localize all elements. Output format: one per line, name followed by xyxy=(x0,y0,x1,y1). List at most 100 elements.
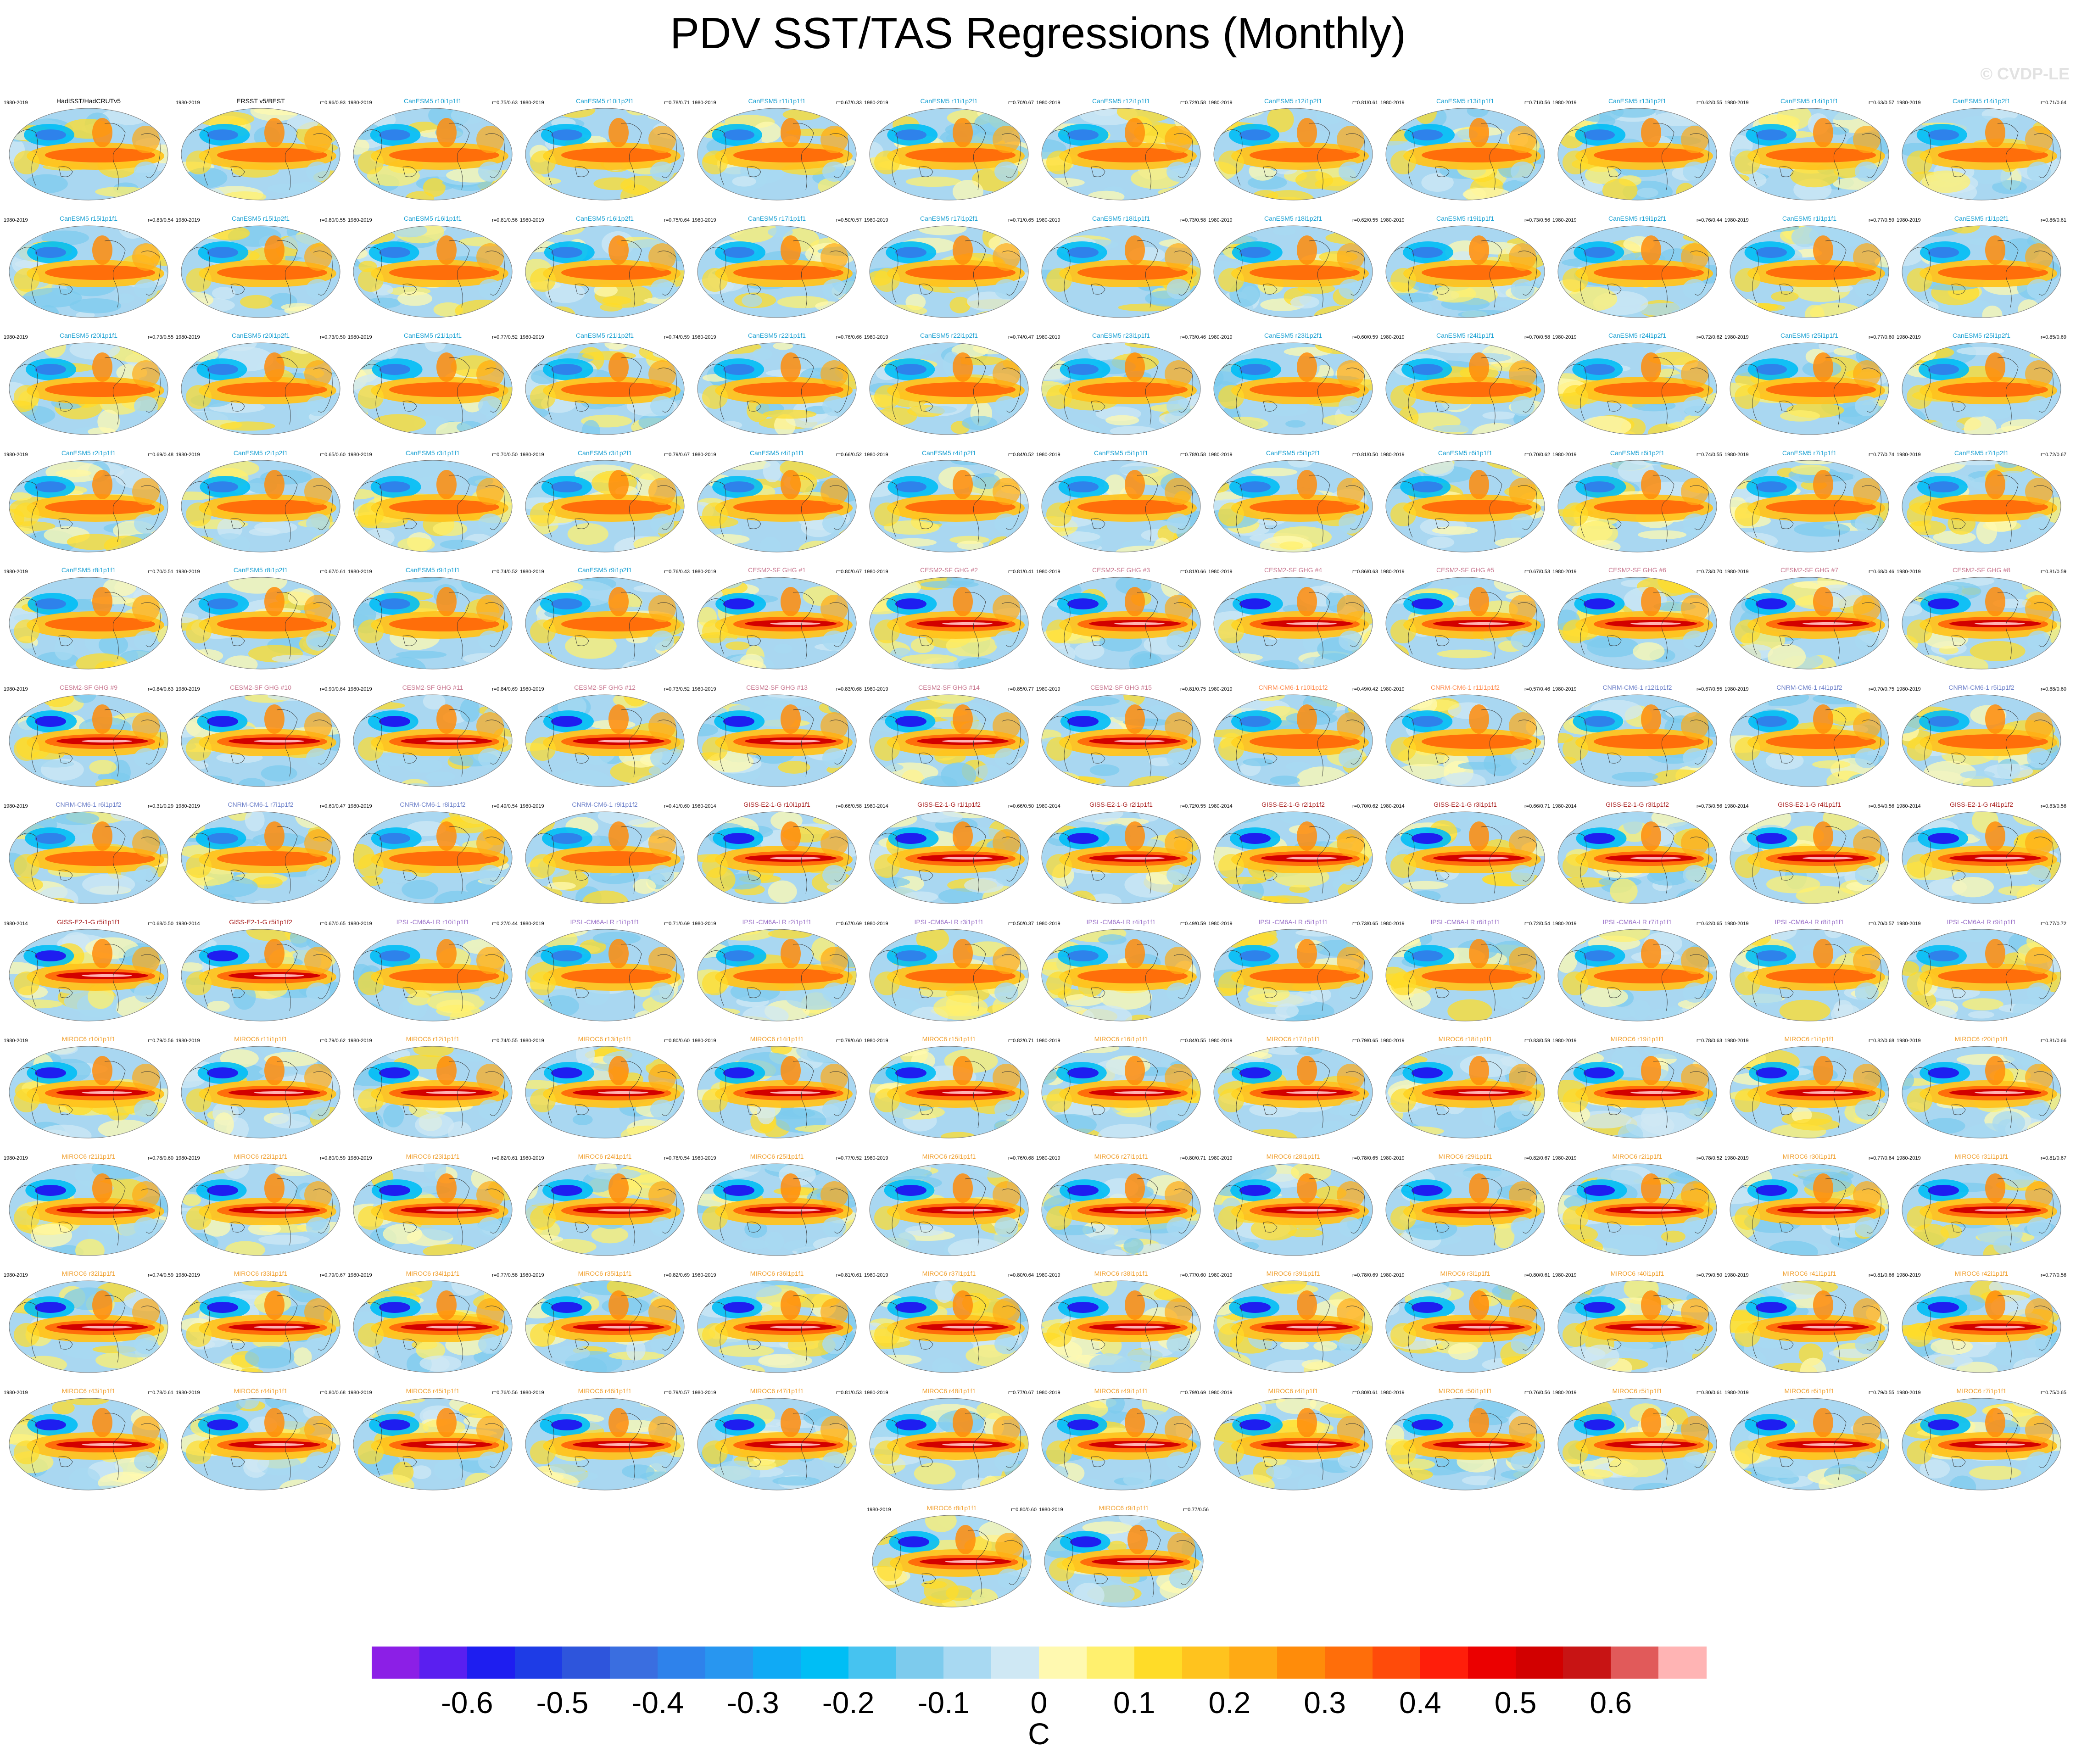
panel-years: 1980-2019 xyxy=(864,1038,888,1044)
panel-title: CanESM5 r5i1p1f1 xyxy=(1094,449,1149,457)
colorbar-swatch xyxy=(610,1647,658,1679)
panel-correlation: r=0.49/0.54 xyxy=(492,804,518,809)
regression-map xyxy=(1041,225,1201,318)
regression-panel: 1980-2014 GISS-E2-1-G r3i1p1f1 r=0.66/0.71 xyxy=(1379,801,1551,906)
regression-panel: 1980-2019 CanESM5 r13i1p2f1 r=0.62/0.55 xyxy=(1551,97,1723,203)
panel-correlation: r=0.67/0.55 xyxy=(1697,686,1722,692)
regression-panel: 1980-2019 MIROC6 r6i1p1f1 r=0.79/0.55 xyxy=(1724,1387,1895,1493)
colorbar-swatch xyxy=(991,1647,1039,1679)
panel-years: 1980-2019 xyxy=(864,1390,888,1396)
colorbar-tick-label: -0.2 xyxy=(822,1686,875,1719)
panel-correlation: r=0.79/0.65 xyxy=(1352,1038,1378,1044)
colorbar-swatch xyxy=(1563,1647,1611,1679)
panel-title: CanESM5 r17i1p1f1 xyxy=(748,214,806,222)
panel-header: 1980-2019 CanESM5 r24i1p2f1 r=0.72/0.62 xyxy=(1551,332,1723,344)
regression-map xyxy=(1557,694,1717,787)
panel-header: 1980-2019 CanESM5 r12i1p2f1 r=0.81/0.61 xyxy=(1207,97,1379,109)
panel-years: 1980-2019 xyxy=(176,217,200,223)
panel-title: GISS-E2-1-G r3i1p1f2 xyxy=(1606,801,1669,808)
panel-title: IPSL-CM6A-LR r3i1p1f1 xyxy=(914,918,984,926)
panel-header: 1980-2019 MIROC6 r46i1p1f1 r=0.79/0.57 xyxy=(519,1387,691,1399)
panel-correlation: r=0.80/0.60 xyxy=(1011,1507,1037,1513)
regression-panel: 1980-2019 CanESM5 r19i1p2f1 r=0.76/0.44 xyxy=(1551,215,1723,320)
regression-map xyxy=(1041,694,1201,787)
panel-header: 1980-2019 CanESM5 r20i1p1f1 r=0.73/0.55 xyxy=(3,332,174,344)
panel-title: CanESM5 r20i1p1f1 xyxy=(59,332,118,339)
colorbar-swatch xyxy=(1182,1647,1230,1679)
panel-correlation: r=0.78/0.69 xyxy=(1352,1273,1378,1278)
panel-title: MIROC6 r21i1p1f1 xyxy=(61,1152,116,1160)
panel-header: 1980-2019 CanESM5 r4i1p2f1 r=0.84/0.52 xyxy=(863,449,1035,461)
panel-correlation: r=0.73/0.65 xyxy=(1352,921,1378,927)
panel-years: 1980-2019 xyxy=(1208,1273,1233,1278)
panel-years: 1980-2019 xyxy=(1380,921,1405,927)
regression-panel: 1980-2019 CanESM5 r25i1p1f1 r=0.77/0.60 xyxy=(1724,332,1895,437)
panel-title: CanESM5 r10i1p2f1 xyxy=(575,97,634,105)
panel-title: CESM2-SF GHG #8 xyxy=(1952,566,2011,574)
panel-header: 1980-2019 MIROC6 r47i1p1f1 r=0.81/0.53 xyxy=(691,1387,863,1399)
panel-header: 1980-2019 MIROC6 r41i1p1f1 r=0.81/0.66 xyxy=(1724,1270,1895,1282)
panel-header: 1980-2019 MIROC6 r50i1p1f1 r=0.76/0.56 xyxy=(1379,1387,1551,1399)
panel-correlation: r=0.79/0.62 xyxy=(320,1038,346,1044)
panel-years: 1980-2019 xyxy=(1036,217,1060,223)
panel-years: 1980-2019 xyxy=(692,686,716,692)
regression-panel: 1980-2019 IPSL-CM6A-LR r3i1p1f1 r=0.50/0.3… xyxy=(863,918,1035,1024)
panel-years: 1980-2019 xyxy=(1897,452,1921,458)
panel-years: 1980-2019 xyxy=(4,1390,28,1396)
panel-title: IPSL-CM6A-LR r5i1p1f1 xyxy=(1258,918,1328,926)
regression-panel: 1980-2019 CanESM5 r4i1p1f1 r=0.66/0.52 xyxy=(691,449,863,555)
panel-correlation: r=0.50/0.57 xyxy=(836,217,862,223)
colorbar-swatch xyxy=(1611,1647,1659,1679)
panel-header: 1980-2019 CanESM5 r14i1p1f1 r=0.63/0.57 xyxy=(1724,97,1895,109)
regression-panel: 1980-2019 MIROC6 r2i1p1f1 r=0.78/0.52 xyxy=(1551,1153,1723,1258)
regression-panel: 1980-2019 IPSL-CM6A-LR r10i1p1f1 r=0.27/0.… xyxy=(347,918,519,1024)
panel-correlation: r=0.77/0.58 xyxy=(492,1273,518,1278)
panel-title: MIROC6 r1i1p1f1 xyxy=(1784,1035,1835,1043)
panel-header: 1980-2014 GISS-E2-1-G r5i1p1f2 r=0.67/0.65 xyxy=(175,918,346,930)
panel-title: MIROC6 r5i1p1f1 xyxy=(1612,1387,1663,1395)
regression-map xyxy=(9,342,168,435)
panel-correlation: r=0.70/0.62 xyxy=(1352,804,1378,809)
panel-correlation: r=0.49/0.42 xyxy=(1352,686,1378,692)
panel-correlation: r=0.78/0.58 xyxy=(1180,452,1206,458)
panel-title: CanESM5 r14i1p1f1 xyxy=(1780,97,1839,105)
panel-correlation: r=0.75/0.63 xyxy=(492,100,518,106)
panel-years: 1980-2014 xyxy=(1208,804,1233,809)
panel-years: 1980-2019 xyxy=(348,1038,372,1044)
regression-panel: 1980-2019 MIROC6 r3i1p1f1 r=0.80/0.61 xyxy=(1379,1270,1551,1375)
panel-correlation: r=0.66/0.58 xyxy=(836,804,862,809)
panel-header: 1980-2014 GISS-E2-1-G r10i1p1f1 r=0.66/0.5… xyxy=(691,801,863,813)
panel-title: CanESM5 r15i1p2f1 xyxy=(231,214,290,222)
regression-map xyxy=(697,577,857,670)
regression-map xyxy=(697,694,857,787)
panel-years: 1980-2019 xyxy=(520,1155,544,1161)
panel-title: MIROC6 r44i1p1f1 xyxy=(234,1387,288,1395)
regression-panel: 1980-2019 MIROC6 r30i1p1f1 r=0.77/0.64 xyxy=(1724,1153,1895,1258)
panel-header: 1980-2019 MIROC6 r30i1p1f1 r=0.77/0.64 xyxy=(1724,1153,1895,1165)
regression-map xyxy=(525,577,685,670)
regression-map xyxy=(869,225,1029,318)
colorbar-swatch xyxy=(514,1647,563,1679)
regression-map xyxy=(181,811,340,904)
regression-panel: 1980-2019 MIROC6 r37i1p1f1 r=0.80/0.64 xyxy=(863,1270,1035,1375)
regression-panel: 1980-2019 CanESM5 r11i1p2f1 r=0.70/0.67 xyxy=(863,97,1035,203)
regression-map xyxy=(869,1046,1029,1139)
regression-map xyxy=(1902,1280,2061,1373)
regression-map xyxy=(1041,342,1201,435)
regression-map xyxy=(869,108,1029,201)
panel-title: IPSL-CM6A-LR r1i1p1f1 xyxy=(570,918,640,926)
colorbar-tick-label: -0.6 xyxy=(441,1686,493,1719)
regression-map xyxy=(1385,108,1545,201)
panel-header: 1980-2019 CanESM5 r1i1p2f1 r=0.86/0.61 xyxy=(1896,215,2067,227)
regression-panel: 1980-2019 CanESM5 r16i1p1f1 r=0.81/0.56 xyxy=(347,215,519,320)
panel-title: CESM2-SF GHG #13 xyxy=(746,683,808,691)
panel-header: 1980-2019 CanESM5 r13i1p2f1 r=0.62/0.55 xyxy=(1551,97,1723,109)
regression-map xyxy=(525,929,685,1021)
panel-title: ERSST v5/BEST xyxy=(236,97,285,105)
colorbar-swatch xyxy=(896,1647,944,1679)
panel-header: 1980-2019 CanESM5 r18i1p1f1 r=0.73/0.58 xyxy=(1035,215,1207,227)
panel-header: 1980-2019 CanESM5 r19i1p1f1 r=0.73/0.56 xyxy=(1379,215,1551,227)
panel-correlation: r=0.67/0.69 xyxy=(836,921,862,927)
panel-header: 1980-2019 CESM2-SF GHG #3 r=0.81/0.66 xyxy=(1035,566,1207,578)
panel-years: 1980-2019 xyxy=(520,1390,544,1396)
